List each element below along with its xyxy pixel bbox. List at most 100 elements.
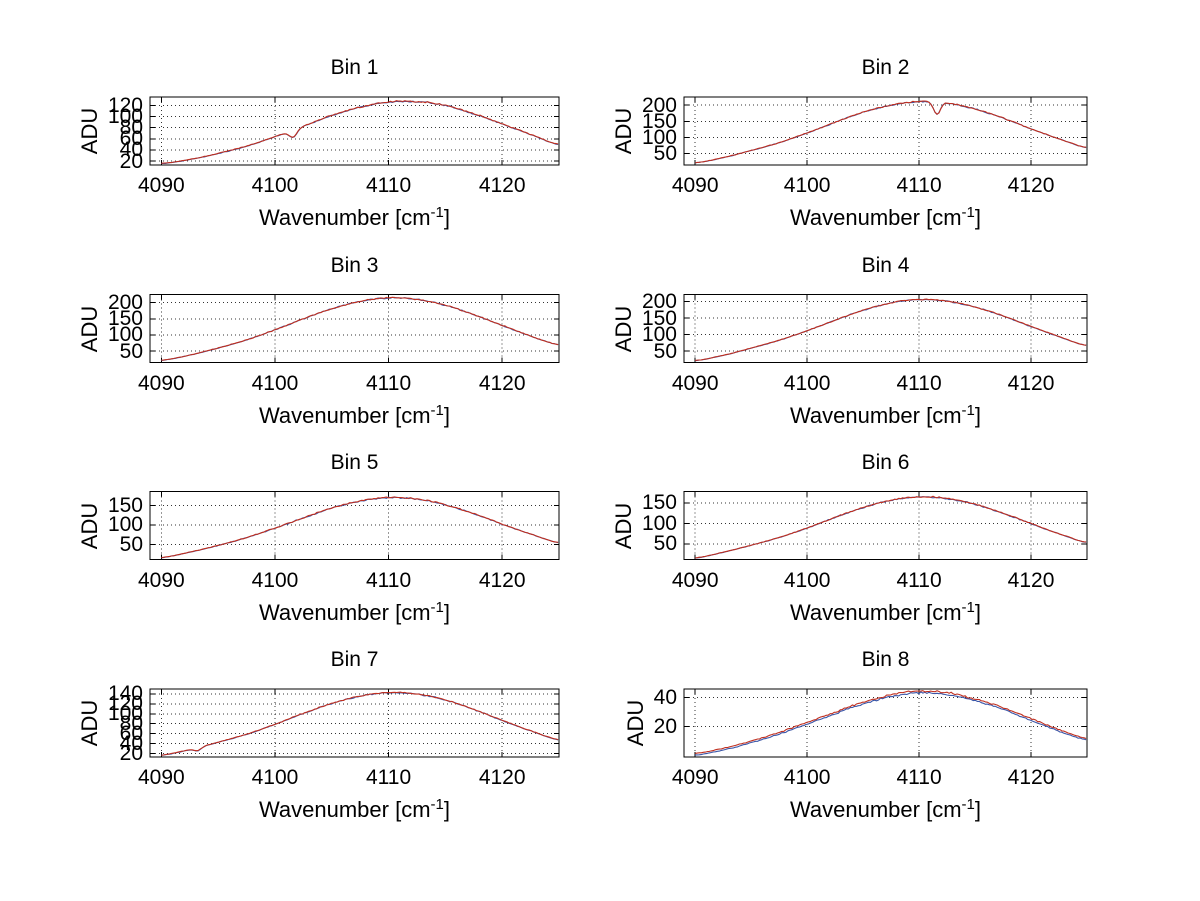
data-curve-blue [695,298,1087,362]
y-tick-label: 50 [653,142,677,166]
x-axis-label-superscript: -1 [430,796,444,813]
x-tick-label: 4120 [478,568,526,592]
y-axis-label: ADU [76,107,102,155]
plot-area-bin-4 [683,294,1088,363]
y-tick-label: 100 [107,702,143,726]
subplot-title: Bin 5 [330,450,379,474]
x-tick-label: 4090 [671,766,719,789]
x-tick-label: 4100 [251,568,299,592]
y-axis-label: ADU [622,699,648,747]
data-curve-red [695,298,1087,361]
y-tick-label: 50 [653,339,677,363]
plot-frame [683,96,1088,166]
y-tick-label: 100 [107,513,143,537]
y-axis-label: ADU [610,107,636,155]
x-axis-label-prefix: Wavenumber [cm [789,797,962,822]
data-curve-blue [161,100,559,165]
y-tick-label: 50 [119,339,143,363]
x-tick-label: 4090 [671,371,719,395]
y-tick-label: 100 [641,125,677,149]
x-axis-label-suffix: ] [443,797,451,822]
y-tick-label: 120 [107,93,143,117]
subplot-title: Bin 6 [861,450,910,474]
y-tick-label: 40 [119,732,143,756]
x-tick-label: 4120 [1007,766,1055,789]
data-curve-blue [695,691,1087,756]
y-axis-label: ADU [76,699,102,747]
data-curve-red [161,496,559,559]
x-tick-label: 4100 [783,371,831,395]
x-axis-label: Wavenumber [cm-1] [684,401,1087,431]
y-tick-label: 150 [107,493,143,517]
x-tick-label: 4110 [365,766,412,789]
data-curve-blue [161,496,559,559]
subplot-title: Bin 8 [861,648,910,671]
y-tick-label: 50 [119,533,143,557]
plot-area-bin-2 [683,96,1088,166]
x-tick-label: 4110 [896,568,942,592]
y-tick-label: 20 [119,742,143,766]
x-axis-label-superscript: -1 [430,204,444,221]
y-tick-label: 100 [107,105,143,128]
x-axis-label-suffix: ] [974,599,982,625]
x-tick-label: 4110 [896,371,942,395]
y-tick-label: 200 [641,290,677,314]
x-tick-label: 4120 [478,766,526,789]
plot-frame [149,96,560,166]
x-tick-label: 4100 [783,766,831,789]
data-curve-blue [695,496,1087,559]
x-tick-label: 4100 [783,568,831,592]
y-axis-label: ADU [610,305,636,352]
y-tick-label: 40 [119,138,143,162]
data-curve-red [161,691,559,756]
y-axis-label: ADU [610,502,636,549]
x-axis-label-superscript: -1 [430,401,444,419]
y-axis-label: ADU [76,305,102,352]
x-axis-label-superscript: -1 [961,796,975,813]
x-axis-label-superscript: -1 [430,598,444,616]
x-tick-label: 4090 [671,568,719,592]
y-axis-label: ADU [76,502,102,549]
y-tick-label: 80 [119,116,143,140]
x-tick-label: 4120 [1007,174,1055,197]
y-tick-label: 50 [653,532,677,556]
data-curve-red [695,100,1087,164]
x-tick-label: 4100 [251,766,299,789]
plot-area-bin-1 [149,96,560,166]
plot-area-bin-8 [683,688,1088,758]
plot-area-bin-5 [149,491,560,560]
x-axis-label-prefix: Wavenumber [cm [258,797,431,822]
x-axis-label-suffix: ] [443,205,451,230]
data-curve-red [695,495,1087,559]
x-axis-label-suffix: ] [974,402,982,428]
x-tick-label: 4120 [478,371,526,395]
x-axis-label-superscript: -1 [961,598,975,616]
y-tick-label: 20 [653,715,677,739]
x-axis-label-superscript: -1 [961,401,975,419]
x-tick-label: 4090 [138,371,185,395]
x-axis-label: Wavenumber [cm-1] [150,598,559,628]
x-tick-label: 4110 [896,766,942,789]
plot-frame [149,294,560,363]
x-axis-label: Wavenumber [cm-1] [150,401,559,431]
y-tick-label: 150 [641,109,677,133]
data-curve-red [161,296,559,361]
x-tick-label: 4090 [138,174,185,197]
y-tick-label: 150 [641,491,677,515]
x-tick-label: 4120 [1007,371,1055,395]
data-curve-red [695,690,1087,754]
x-axis-label-prefix: Wavenumber [cm [258,205,431,230]
plot-frame [149,491,560,560]
x-tick-label: 4090 [138,766,185,789]
plot-area-bin-6 [683,491,1088,560]
x-axis-label-prefix: Wavenumber [cm [789,402,962,428]
x-tick-label: 4110 [365,174,412,197]
y-tick-label: 40 [653,686,677,710]
plot-frame [683,688,1088,758]
y-tick-label: 80 [119,712,143,736]
x-tick-label: 4110 [365,371,412,395]
x-tick-label: 4120 [1007,568,1055,592]
y-tick-label: 200 [107,291,143,315]
